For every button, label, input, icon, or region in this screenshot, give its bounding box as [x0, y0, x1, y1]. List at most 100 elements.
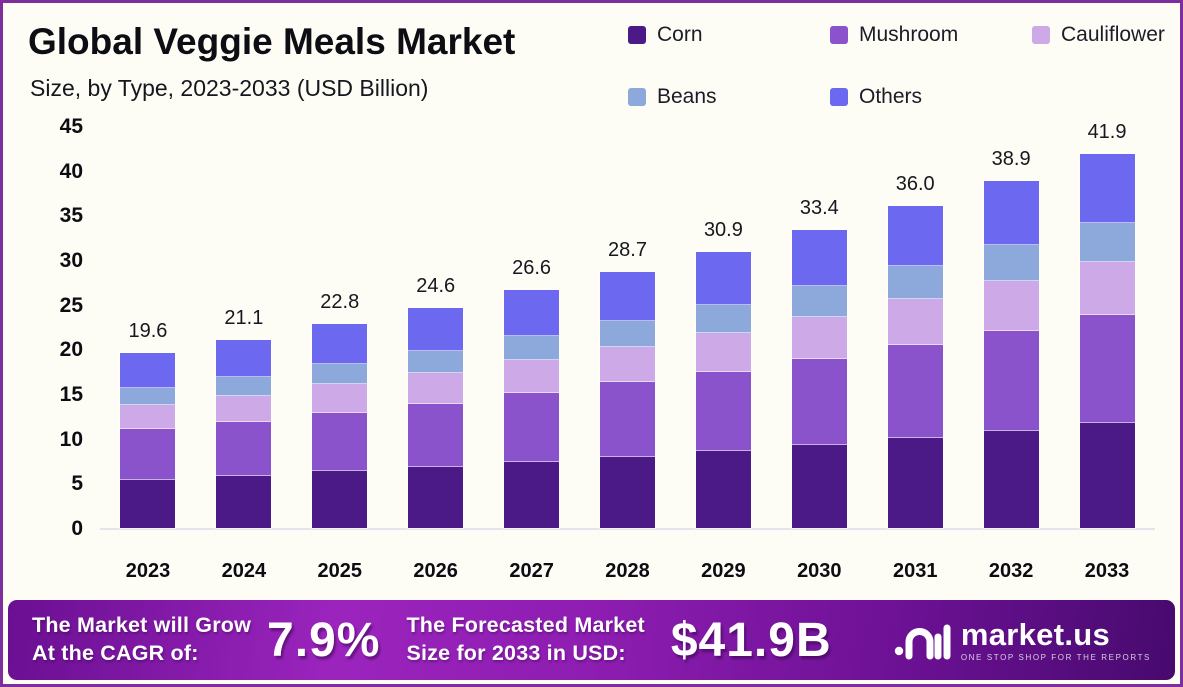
bar-total-label: 19.6: [128, 319, 168, 342]
legend-label: Beans: [657, 85, 717, 108]
bar-segment-corn: [600, 456, 655, 528]
bar-total-label: 22.8: [320, 291, 360, 314]
bar-segment-beans: [983, 244, 1039, 282]
bar-total-label: 28.7: [608, 238, 647, 261]
y-tick-label: 15: [59, 383, 83, 406]
bar-group-2025: [312, 324, 368, 528]
bar-total-label: 38.9: [991, 147, 1031, 170]
bar-segment-others: [312, 324, 368, 364]
footer-banner: The Market will Grow At the CAGR of: 7.9…: [8, 600, 1175, 680]
bar-segment-corn: [983, 430, 1039, 528]
legend-label: Corn: [657, 23, 703, 46]
legend-item-others: Others: [830, 85, 922, 109]
bar-segment-beans: [216, 377, 272, 396]
bar-segment-others: [983, 180, 1039, 245]
bar-segment-corn: [791, 444, 847, 528]
x-tick-label-2031: 2031: [892, 560, 938, 582]
bar-segment-corn: [216, 476, 272, 528]
bar-segment-mushroom: [791, 359, 847, 445]
x-tick-label-2030: 2030: [797, 560, 842, 582]
bar-segment-beans: [1079, 222, 1135, 262]
forecast-label: The Forecasted Market Size for 2033 in U…: [406, 612, 644, 667]
bar-segment-cauliflower: [312, 384, 368, 413]
bar-segment-mushroom: [504, 393, 560, 462]
bar-segment-beans: [791, 285, 847, 318]
bar-segment-corn: [1079, 422, 1135, 528]
x-tick-label-2032: 2032: [988, 560, 1034, 582]
bar-segment-beans: [600, 320, 655, 347]
bar-group-2026: [408, 308, 464, 528]
bar-segment-beans: [312, 363, 368, 385]
bar-segment-cauliflower: [695, 333, 751, 372]
plot-area: 19.6 21.1 22.8 24.6 26.6 28.7 30.9 33.4 36.0 38.9…: [100, 121, 1155, 530]
bar-segment-mushroom: [408, 403, 464, 468]
x-tick-label-2033: 2033: [1084, 560, 1130, 582]
bar-segment-others: [408, 308, 464, 352]
bar-segment-cauliflower: [504, 360, 560, 394]
x-tick-label-2028: 2028: [605, 560, 650, 582]
y-tick-label: 20: [59, 338, 83, 362]
legend-label: Cauliflower: [1061, 23, 1165, 46]
x-tick-label-2026: 2026: [413, 560, 458, 582]
chart-title: Global Veggie Meals Market: [28, 21, 516, 62]
logo-wordmark: market.us: [960, 616, 1111, 652]
bar-group-2024: [216, 339, 272, 528]
cagr-label-line2: At the CAGR of:: [32, 641, 199, 665]
bar-segment-corn: [504, 461, 560, 528]
logo-tagline: ONE STOP SHOP FOR THE REPORTS: [960, 652, 1151, 662]
bar-segment-corn: [312, 470, 368, 528]
x-tick-label-2027: 2027: [509, 560, 554, 582]
bar-segment-beans: [408, 351, 464, 374]
legend-item-beans: Beans: [628, 85, 717, 109]
bar-segment-cauliflower: [791, 317, 847, 360]
bar-segment-corn: [695, 451, 751, 528]
y-tick-label: 45: [59, 115, 83, 138]
bar-group-2027: [504, 290, 560, 528]
bar-segment-cauliflower: [216, 395, 272, 422]
market-us-logo: market.us ONE STOP SHOP FOR THE REPORTS: [893, 618, 1151, 662]
bar-group-2032: [983, 180, 1039, 528]
bar-segment-others: [120, 352, 176, 388]
legend-swatch-icon: [830, 26, 848, 44]
bar-total-label: 33.4: [799, 196, 839, 219]
bar-segment-mushroom: [983, 330, 1039, 431]
bar-segment-cauliflower: [408, 373, 464, 404]
bar-segment-mushroom: [695, 371, 751, 452]
bar-segment-others: [504, 290, 560, 336]
x-axis: 2023 2024 2025 2026 2027 2028 2029 2030 2031 2032…: [100, 546, 1155, 582]
bar-total-label: 21.1: [224, 306, 264, 329]
legend-swatch-icon: [628, 26, 646, 44]
x-tick-label-2024: 2024: [221, 560, 267, 582]
bar-segment-others: [791, 229, 847, 286]
bar-total-label: 30.9: [703, 218, 743, 241]
legend-swatch-icon: [1032, 26, 1050, 44]
market-us-swirl-icon: [894, 624, 951, 660]
legend-swatch-icon: [830, 88, 848, 106]
bar-segment-mushroom: [312, 412, 368, 471]
y-tick-label: 5: [71, 472, 83, 496]
y-tick-label: 35: [59, 204, 83, 228]
y-tick-label: 25: [59, 293, 83, 317]
bar-segment-corn: [120, 479, 176, 528]
y-tick-label: 10: [59, 427, 83, 451]
bar-segment-beans: [887, 266, 943, 300]
legend-label: Mushroom: [859, 23, 959, 46]
bar-segment-others: [600, 271, 655, 321]
legend-item-corn: Corn: [628, 23, 703, 47]
bar-group-2023: [120, 352, 176, 528]
bar-total-label: 24.6: [416, 275, 456, 298]
x-tick-label-2023: 2023: [125, 560, 171, 582]
bar-segment-cauliflower: [600, 346, 655, 383]
legend-item-cauliflower: Cauliflower: [1032, 23, 1165, 47]
bar-total-label: 26.6: [512, 257, 552, 280]
legend-item-mushroom: Mushroom: [830, 23, 958, 47]
bar-segment-others: [695, 252, 751, 305]
bar-segment-mushroom: [216, 421, 272, 477]
cagr-label-line1: The Market will Grow: [32, 613, 252, 638]
bar-group-2033: [1079, 153, 1135, 528]
y-tick-label: 40: [59, 159, 83, 183]
bar-group-2029: [695, 252, 751, 528]
bar-segment-others: [1079, 153, 1135, 223]
bar-group-2031: [887, 206, 943, 528]
chart-subtitle: Size, by Type, 2023-2033 (USD Billion): [30, 75, 429, 101]
